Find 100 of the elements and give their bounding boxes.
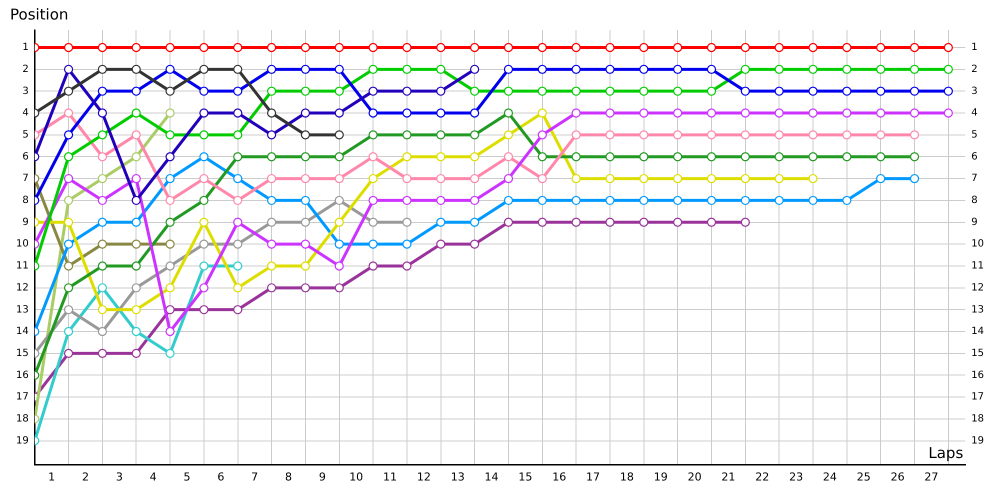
point	[402, 130, 412, 140]
y2-tick-label: 9	[971, 216, 978, 228]
point	[165, 218, 175, 227]
point	[98, 326, 107, 336]
point	[165, 130, 175, 140]
point	[402, 240, 412, 249]
point	[944, 64, 953, 74]
point	[605, 108, 615, 118]
point	[842, 152, 852, 162]
y-tick-label: 2	[22, 64, 29, 75]
point	[132, 174, 141, 184]
x-tick-label: 22	[755, 470, 770, 484]
point	[98, 108, 107, 118]
point	[334, 42, 344, 52]
x-tick-label: 25	[856, 470, 871, 484]
y-tick-label: 15	[16, 348, 29, 359]
point	[402, 218, 412, 227]
point	[944, 42, 953, 52]
point	[300, 283, 310, 292]
point	[233, 240, 242, 249]
point	[538, 218, 547, 227]
point	[98, 348, 107, 358]
point	[808, 64, 818, 74]
x-tick-label: 1	[48, 470, 56, 484]
point	[944, 108, 953, 118]
y2-tick-label: 1	[971, 42, 978, 54]
point	[504, 218, 514, 227]
point	[64, 261, 74, 271]
point	[132, 261, 141, 271]
point	[605, 130, 615, 140]
point	[436, 218, 446, 227]
point	[774, 86, 784, 96]
point	[538, 152, 547, 162]
point	[98, 196, 107, 206]
point	[300, 261, 310, 271]
point	[98, 240, 107, 249]
y-tick-label: 17	[16, 392, 29, 403]
point	[504, 152, 514, 162]
point	[165, 64, 175, 74]
point	[774, 108, 784, 118]
y2-tick-label: 6	[971, 151, 978, 162]
x-tick-label: 12	[416, 470, 431, 484]
point	[808, 196, 818, 206]
point	[334, 218, 344, 227]
point	[98, 64, 107, 74]
point	[233, 108, 242, 118]
point	[538, 196, 547, 206]
point	[706, 218, 716, 227]
x-tick-label: 20	[688, 470, 702, 484]
point	[368, 240, 378, 249]
y2-tick-label: 18	[971, 414, 984, 425]
point	[572, 218, 581, 227]
point	[402, 86, 412, 96]
y2-tick-label: 14	[971, 326, 984, 338]
point	[910, 42, 920, 52]
y-tick-label: 19	[16, 435, 29, 446]
point	[740, 174, 750, 184]
point	[233, 218, 242, 227]
point	[842, 130, 852, 140]
point	[402, 108, 412, 118]
point	[808, 152, 818, 162]
y-tick-label: 8	[22, 195, 29, 206]
point	[300, 64, 310, 74]
point	[64, 108, 74, 118]
y2-tick-label: 17	[971, 392, 984, 403]
point	[368, 130, 378, 140]
y2-tick-label: 15	[971, 348, 984, 359]
point	[368, 218, 378, 227]
point	[64, 42, 74, 52]
point	[538, 130, 547, 140]
point	[199, 64, 209, 74]
point	[910, 64, 920, 74]
point	[266, 261, 276, 271]
x-tick-label: 21	[721, 470, 736, 484]
point	[706, 130, 716, 140]
point	[572, 152, 581, 162]
y-tick-label: 13	[16, 304, 29, 316]
point	[132, 108, 141, 118]
point	[334, 174, 344, 184]
point	[233, 283, 242, 292]
point	[876, 64, 886, 74]
point	[199, 130, 209, 140]
point	[470, 152, 480, 162]
y2-tick-label: 8	[971, 195, 978, 206]
y-tick-label: 16	[16, 370, 29, 381]
point	[64, 64, 74, 74]
point	[538, 174, 547, 184]
y-tick-label: 10	[16, 238, 29, 250]
point	[470, 86, 480, 96]
y-axis-title: Position	[10, 5, 68, 24]
point	[605, 196, 615, 206]
point	[774, 174, 784, 184]
point	[334, 283, 344, 292]
point	[132, 152, 141, 162]
point	[98, 283, 107, 292]
point	[504, 64, 514, 74]
point	[436, 64, 446, 74]
point	[368, 174, 378, 184]
point	[538, 42, 547, 52]
point	[436, 108, 446, 118]
